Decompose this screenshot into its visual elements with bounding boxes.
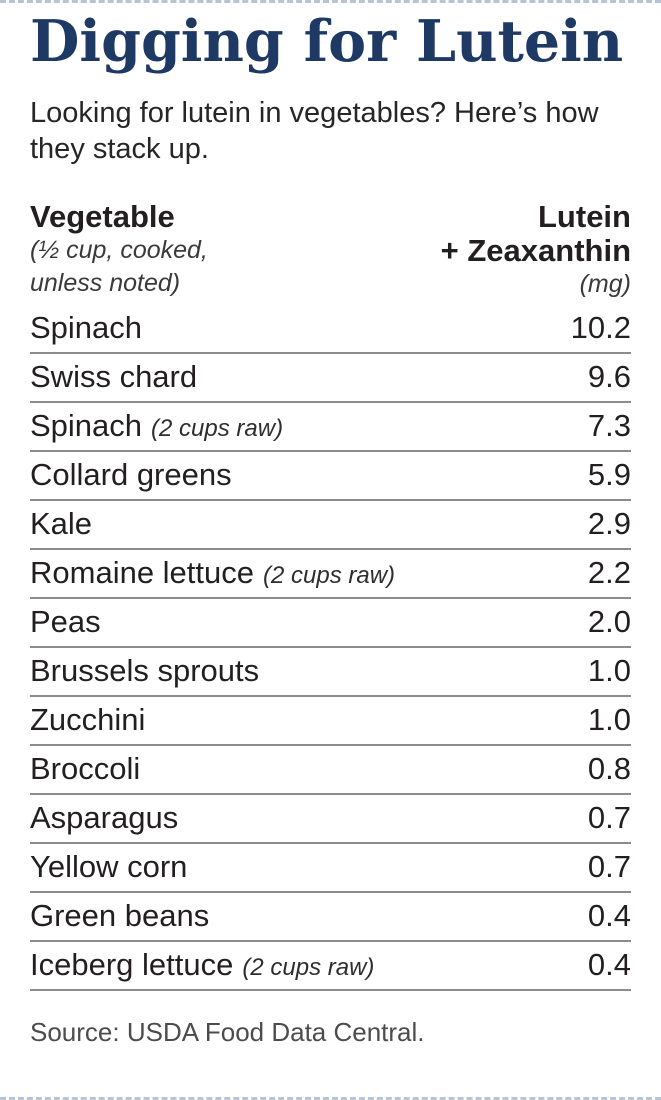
row-note: (2 cups raw) <box>151 414 284 442</box>
row-name: Collard greens <box>30 456 232 492</box>
row-value: 0.8 <box>587 750 631 786</box>
row-name: Swiss chard <box>30 358 198 394</box>
table-row: Collard greens 5.9 <box>30 452 631 501</box>
table-row: Brussels sprouts 1.0 <box>30 648 631 697</box>
table-header: Vegetable (½ cup, cooked, unless noted) … <box>30 198 631 301</box>
row-value: 5.9 <box>587 456 631 492</box>
header-unit-label: (mg) <box>579 269 631 298</box>
page-subtitle: Looking for lutein in vegetables? Here’s… <box>30 96 599 166</box>
row-value: 2.2 <box>587 554 631 590</box>
header-serving-note-line1: (½ cup, cooked, <box>30 235 208 264</box>
row-value: 2.9 <box>587 505 631 541</box>
content-area: Digging for Lutein Looking for lutein in… <box>0 3 661 1048</box>
row-name: Iceberg lettuce <box>30 946 234 982</box>
table-row: Kale 2.9 <box>30 501 631 550</box>
row-name-group: Broccoli <box>30 751 149 787</box>
header-vegetable-column: Vegetable (½ cup, cooked, unless noted) <box>30 198 208 301</box>
row-name-group: Peas <box>30 604 110 640</box>
row-name-group: Yellow corn <box>30 849 196 885</box>
row-name: Green beans <box>30 897 210 933</box>
row-name: Broccoli <box>30 750 141 786</box>
row-name-group: Swiss chard <box>30 359 206 395</box>
table-row: Spinach (2 cups raw) 7.3 <box>30 403 631 452</box>
row-note: (2 cups raw) <box>242 953 375 981</box>
row-value: 1.0 <box>587 652 631 688</box>
header-lutein-column: Lutein + Zeaxanthin (mg) <box>440 198 631 301</box>
table-row: Yellow corn 0.7 <box>30 844 631 893</box>
row-value: 1.0 <box>587 701 631 737</box>
table-row: Zucchini 1.0 <box>30 697 631 746</box>
table-row: Broccoli 0.8 <box>30 746 631 795</box>
row-name-group: Iceberg lettuce (2 cups raw) <box>30 947 374 983</box>
row-value: 0.4 <box>587 946 631 982</box>
row-name-group: Kale <box>30 506 101 542</box>
row-name: Brussels sprouts <box>30 652 260 688</box>
row-name: Zucchini <box>30 701 146 737</box>
row-name: Kale <box>30 505 93 541</box>
row-value: 2.0 <box>587 603 631 639</box>
table-row: Peas 2.0 <box>30 599 631 648</box>
header-serving-note-line2: unless noted) <box>30 268 181 297</box>
row-name-group: Green beans <box>30 898 218 934</box>
header-lutein-label-line2: + Zeaxanthin <box>440 232 631 268</box>
row-name: Romaine lettuce <box>30 554 255 590</box>
header-vegetable-label: Vegetable <box>30 198 175 234</box>
row-name: Spinach <box>30 407 143 443</box>
row-value: 7.3 <box>587 407 631 443</box>
row-name-group: Spinach <box>30 310 151 346</box>
table-row: Swiss chard 9.6 <box>30 354 631 403</box>
table-row: Green beans 0.4 <box>30 893 631 942</box>
row-name-group: Asparagus <box>30 800 187 836</box>
row-name-group: Zucchini <box>30 702 154 738</box>
row-name-group: Brussels sprouts <box>30 653 268 689</box>
table-row: Spinach 10.2 <box>30 305 631 354</box>
page-title: Digging for Lutein <box>30 8 624 75</box>
row-value: 10.2 <box>570 309 631 345</box>
source-note: Source: USDA Food Data Central. <box>30 1016 425 1047</box>
row-value: 0.4 <box>587 897 631 933</box>
table-row: Iceberg lettuce (2 cups raw) 0.4 <box>30 942 631 991</box>
row-note: (2 cups raw) <box>263 561 396 589</box>
row-name: Asparagus <box>30 799 179 835</box>
row-value: 0.7 <box>587 848 631 884</box>
row-name-group: Spinach (2 cups raw) <box>30 408 283 444</box>
row-value: 0.7 <box>587 799 631 835</box>
row-name: Spinach <box>30 309 143 345</box>
row-name-group: Collard greens <box>30 457 241 493</box>
header-lutein-label-line1: Lutein <box>538 198 631 234</box>
lutein-table: Spinach 10.2 Swiss chard 9.6 Spinach (2 c… <box>30 305 631 991</box>
table-row: Asparagus 0.7 <box>30 795 631 844</box>
row-name: Yellow corn <box>30 848 188 884</box>
row-name-group: Romaine lettuce (2 cups raw) <box>30 555 395 591</box>
row-name: Peas <box>30 603 101 639</box>
table-row: Romaine lettuce (2 cups raw) 2.2 <box>30 550 631 599</box>
row-value: 9.6 <box>587 358 631 394</box>
